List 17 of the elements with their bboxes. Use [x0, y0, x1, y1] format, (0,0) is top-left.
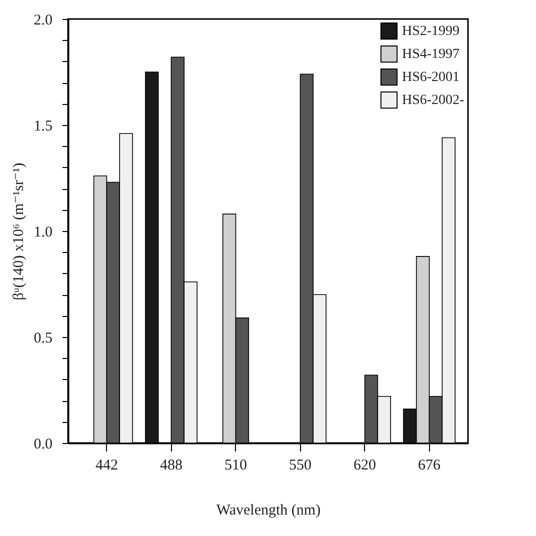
- y-tick-label: 0.0: [34, 436, 52, 452]
- x-tick-label: 510: [224, 458, 247, 474]
- x-tick-label: 620: [354, 458, 376, 474]
- x-tick-label: 488: [160, 458, 182, 474]
- y-tick-label: 1.0: [34, 224, 52, 240]
- y-tick-label: 1.5: [34, 118, 52, 134]
- legend-label: HS4-1997: [402, 47, 460, 62]
- x-tick-label: 550: [289, 458, 312, 474]
- legend-label: HS6-2002-: [402, 93, 465, 108]
- y-tick-label: 0.5: [34, 330, 52, 346]
- y-tick-label: 2.0: [34, 12, 52, 28]
- x-tick-label: 442: [95, 458, 118, 474]
- y-axis-title: βᵘ(140) x10⁶ (m⁻¹sr⁻¹): [10, 162, 27, 300]
- legend-label: HS2-1999: [402, 24, 460, 39]
- x-tick-label: 676: [418, 458, 442, 474]
- x-axis-title: Wavelength (nm): [216, 502, 321, 518]
- legend-label: HS6-2001: [402, 70, 460, 85]
